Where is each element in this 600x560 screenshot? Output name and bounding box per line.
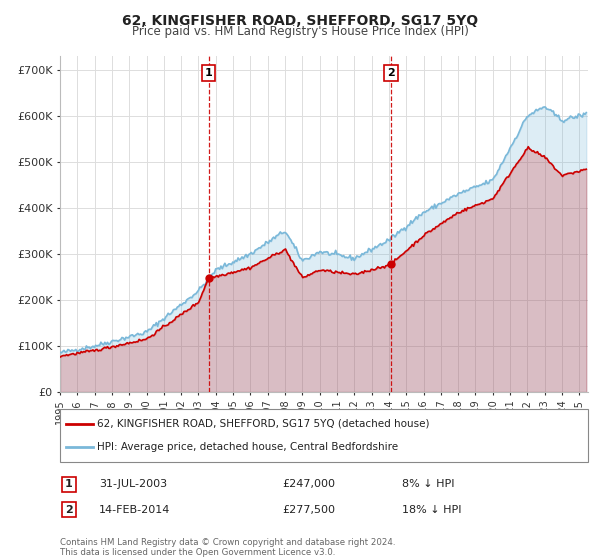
Text: 2: 2 [387,68,395,78]
Text: £247,000: £247,000 [282,479,335,489]
Text: 1: 1 [65,479,73,489]
Text: HPI: Average price, detached house, Central Bedfordshire: HPI: Average price, detached house, Cent… [97,442,398,452]
Text: 8% ↓ HPI: 8% ↓ HPI [402,479,455,489]
Text: Price paid vs. HM Land Registry's House Price Index (HPI): Price paid vs. HM Land Registry's House … [131,25,469,38]
Text: 18% ↓ HPI: 18% ↓ HPI [402,505,461,515]
Text: 62, KINGFISHER ROAD, SHEFFORD, SG17 5YQ: 62, KINGFISHER ROAD, SHEFFORD, SG17 5YQ [122,14,478,28]
Text: £277,500: £277,500 [282,505,335,515]
Text: 14-FEB-2014: 14-FEB-2014 [99,505,170,515]
Text: 2: 2 [65,505,73,515]
Text: 62, KINGFISHER ROAD, SHEFFORD, SG17 5YQ (detached house): 62, KINGFISHER ROAD, SHEFFORD, SG17 5YQ … [97,419,430,429]
Text: Contains HM Land Registry data © Crown copyright and database right 2024.
This d: Contains HM Land Registry data © Crown c… [60,538,395,557]
Text: 31-JUL-2003: 31-JUL-2003 [99,479,167,489]
Text: 1: 1 [205,68,212,78]
